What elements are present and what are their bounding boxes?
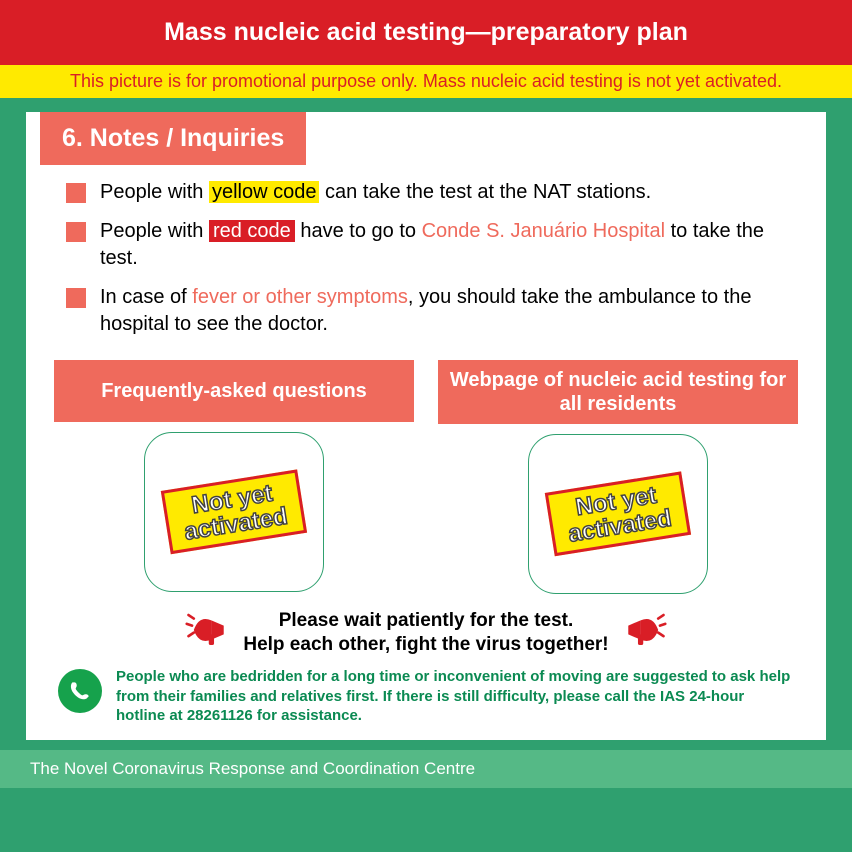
megaphone-right-icon	[623, 608, 667, 657]
announcement-row: Please wait patiently for the test. Help…	[26, 598, 826, 663]
text-fragment: In case of	[100, 286, 192, 308]
webpage-label: Webpage of nucleic acid testing for all …	[438, 360, 798, 424]
megaphone-left-icon	[185, 608, 229, 657]
phone-icon	[58, 669, 102, 713]
bullet-marker-icon	[66, 183, 86, 203]
bullet-text: People with yellow code can take the tes…	[100, 179, 651, 206]
webpage-qr-placeholder: Not yet activated	[528, 434, 708, 594]
yellow-code-highlight: yellow code	[209, 181, 320, 203]
section-title: 6. Notes / Inquiries	[40, 112, 306, 165]
hotline-row: People who are bedridden for a long time…	[26, 663, 826, 726]
red-code-highlight: red code	[209, 220, 295, 242]
bullet-marker-icon	[66, 222, 86, 242]
not-activated-stamp: Not yet activated	[545, 471, 691, 556]
bullet-item: People with red code have to go to Conde…	[66, 218, 790, 272]
symptoms-highlight: fever or other symptoms	[192, 286, 408, 308]
webpage-card: Webpage of nucleic acid testing for all …	[438, 360, 798, 594]
announce-line: Please wait patiently for the test.	[243, 609, 608, 633]
main-panel: 6. Notes / Inquiries People with yellow …	[26, 112, 826, 740]
bullet-item: People with yellow code can take the tes…	[66, 179, 790, 206]
announce-line: Help each other, fight the virus togethe…	[243, 633, 608, 657]
bullet-marker-icon	[66, 288, 86, 308]
footer: The Novel Coronavirus Response and Coord…	[0, 750, 852, 788]
header-title: Mass nucleic acid testing—preparatory pl…	[0, 0, 852, 65]
text-fragment: People with	[100, 181, 209, 203]
faq-qr-placeholder: Not yet activated	[144, 432, 324, 592]
hotline-text: People who are bedridden for a long time…	[116, 667, 794, 726]
promo-banner: This picture is for promotional purpose …	[0, 65, 852, 98]
text-fragment: have to go to	[295, 220, 422, 242]
text-fragment: People with	[100, 220, 209, 242]
not-activated-stamp: Not yet activated	[161, 469, 307, 554]
bullet-item: In case of fever or other symptoms, you …	[66, 284, 790, 338]
bullet-text: People with red code have to go to Conde…	[100, 218, 790, 272]
bullet-text: In case of fever or other symptoms, you …	[100, 284, 790, 338]
faq-card: Frequently-asked questions Not yet activ…	[54, 360, 414, 594]
hospital-name: Conde S. Januário Hospital	[422, 220, 665, 242]
faq-label: Frequently-asked questions	[54, 360, 414, 422]
text-fragment: can take the test at the NAT stations.	[319, 181, 651, 203]
announcement-text: Please wait patiently for the test. Help…	[243, 609, 608, 657]
bullet-list: People with yellow code can take the tes…	[26, 165, 826, 356]
cards-row: Frequently-asked questions Not yet activ…	[26, 356, 826, 598]
